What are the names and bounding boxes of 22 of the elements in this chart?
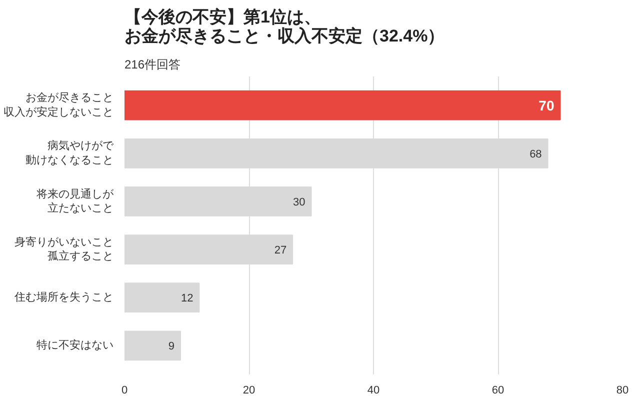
data-label: 30 [293, 196, 306, 208]
bar [124, 330, 182, 361]
bar [124, 90, 561, 120]
y-tick-label: 病気やけがで動けなくなること [26, 139, 114, 167]
y-tick-label: 住む場所を失うこと [14, 290, 114, 304]
data-label: 70 [538, 97, 554, 114]
data-label: 9 [168, 340, 175, 353]
x-tick-label: 80 [616, 384, 629, 396]
y-tick-label: お金が尽きること収入が安定しないこと [4, 92, 114, 119]
y-tick-label: 将来の見通しが立たないこと [36, 187, 114, 215]
x-tick-label: 40 [367, 384, 380, 396]
data-label: 12 [180, 292, 194, 305]
chart-title: 【今後の不安】第1位は、お金が尽きること・収入不安定（32.4%） [124, 8, 445, 46]
data-label: 27 [274, 244, 287, 257]
y-tick-label: 特に不安はない [36, 338, 114, 352]
x-tick-label: 60 [492, 384, 504, 396]
bar [124, 282, 200, 313]
x-tick-label: 0 [121, 384, 128, 396]
data-label: 68 [530, 148, 542, 160]
x-tick-label: 20 [242, 384, 256, 396]
y-tick-label: 身寄りがいないこと孤立すること [14, 235, 114, 263]
chart-subtitle: 216件回答 [124, 58, 181, 72]
